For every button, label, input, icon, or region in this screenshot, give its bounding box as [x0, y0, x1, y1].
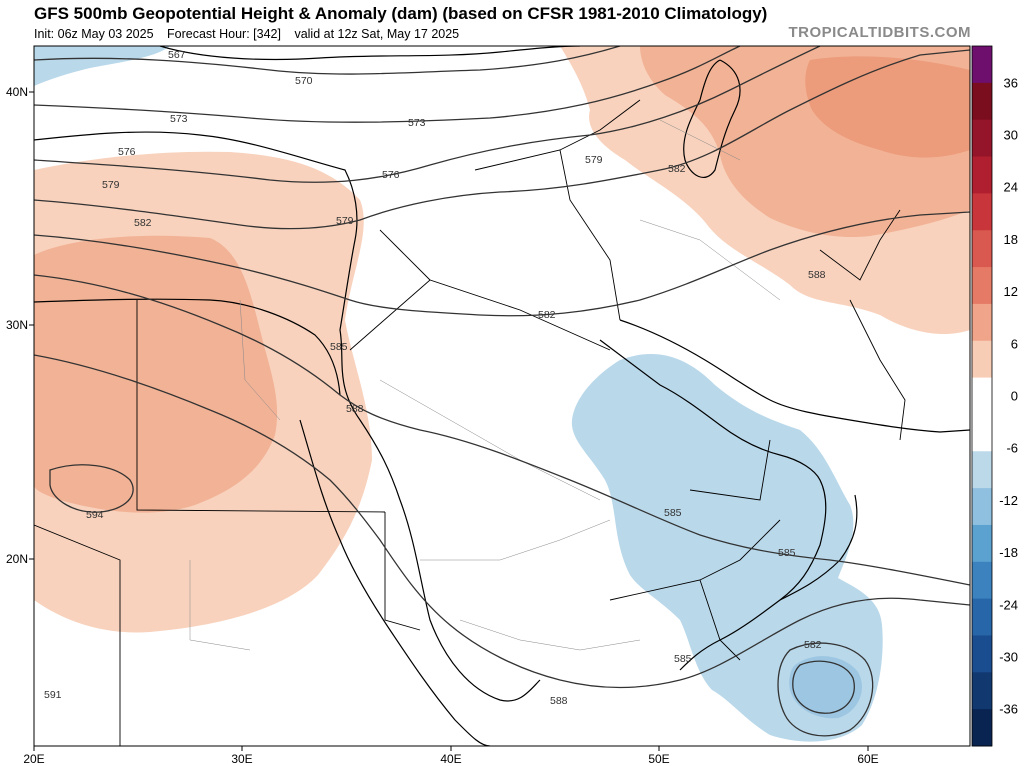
colorbar-label: -6: [1006, 441, 1018, 456]
coastlines: [34, 46, 970, 746]
colorbar-label: 18: [1004, 232, 1018, 247]
contour-label: 579: [336, 215, 354, 227]
colorbar-segment: [972, 524, 992, 563]
colorbar-frame: [971, 45, 993, 747]
colorbar-segment: [972, 561, 992, 600]
contour-label: 588: [808, 269, 826, 281]
contour-label: 582: [538, 309, 556, 321]
colorbar-label: -36: [999, 702, 1018, 717]
colorbar-label: -30: [999, 649, 1018, 664]
colorbar-segment: [972, 267, 992, 305]
lat-tick-label: 30N: [6, 318, 28, 332]
page-title: GFS 500mb Geopotential Height & Anomaly …: [34, 4, 768, 23]
colorbar-segment: [972, 709, 992, 747]
longitude-axis: 20E 30E 40E 50E 60E: [23, 746, 879, 766]
colorbar-label: -18: [999, 545, 1018, 560]
contour-label: 573: [408, 117, 426, 129]
contour-label: 585: [330, 341, 348, 353]
colorbar-segment: [972, 635, 992, 673]
colorbar-segment: [972, 82, 992, 121]
contour-label: 570: [295, 75, 313, 87]
contour-label: 576: [118, 146, 136, 158]
contour-label: 585: [674, 653, 692, 665]
latitude-axis: 40N 30N 20N: [6, 85, 34, 566]
contour-label: 582: [134, 217, 152, 229]
colorbar-segment: [972, 303, 992, 342]
lon-tick-label: 60E: [857, 752, 878, 766]
colorbar-segment: [972, 377, 992, 415]
contour-label: 594: [86, 509, 104, 521]
negative-anomaly-north: [34, 46, 170, 86]
run-info: Init: 06z May 03 2025 Forecast Hour: [34…: [34, 27, 469, 41]
colorbar-segment: [972, 414, 992, 452]
contour-label: 576: [382, 169, 400, 181]
admin-lines: [189, 119, 781, 651]
colorbar-segment: [972, 451, 992, 489]
lon-tick-label: 50E: [648, 752, 669, 766]
contour-label: 588: [346, 403, 364, 415]
colorbar-segment: [972, 119, 992, 158]
height-contours: [34, 46, 970, 737]
contour-label: 591: [44, 689, 62, 701]
colorbar-segment: [972, 46, 992, 84]
colorbar-segment: [972, 672, 992, 710]
valid-time: valid at 12z Sat, May 17 2025: [294, 27, 460, 41]
contour-label: 582: [804, 639, 822, 651]
contour-label: 579: [102, 179, 120, 191]
colorbar-segment: [972, 340, 992, 379]
lat-tick-label: 40N: [6, 85, 28, 99]
positive-anomaly-west-core: [34, 235, 278, 513]
contour-label: 567: [168, 49, 186, 61]
lon-tick-label: 40E: [440, 752, 461, 766]
colorbar-label: -24: [999, 597, 1018, 612]
init-time: Init: 06z May 03 2025: [34, 27, 154, 41]
colorbar-label: 12: [1004, 284, 1018, 299]
contour-label: 579: [585, 154, 603, 166]
colorbar-segment: [972, 598, 992, 636]
contour-label: 573: [170, 113, 188, 125]
colorbar: 36 30 24 18 12 6 0 -6 -12 -18 -24 -30 -36: [971, 45, 1018, 747]
colorbar-label: -12: [999, 493, 1018, 508]
colorbar-label: 0: [1011, 389, 1018, 404]
colorbar-label: 24: [1004, 180, 1018, 195]
colorbar-label: 30: [1004, 128, 1018, 143]
colorbar-label: 6: [1011, 336, 1018, 351]
colorbar-segment: [972, 488, 992, 526]
colorbar-segment: [972, 230, 992, 268]
colorbar-label: 36: [1004, 75, 1018, 90]
lon-tick-label: 20E: [23, 752, 44, 766]
country-borders: [34, 99, 906, 746]
lon-tick-label: 30E: [231, 752, 252, 766]
brand-watermark: TROPICALTIDBITS.COM: [788, 24, 971, 41]
contour-label: 585: [778, 547, 796, 559]
colorbar-segment: [972, 156, 992, 194]
lat-tick-label: 20N: [6, 552, 28, 566]
map-frame: [33, 45, 971, 747]
contour-label: 588: [550, 695, 568, 707]
forecast-hour: Forecast Hour: [342]: [167, 27, 281, 41]
map-layers: 567 570 573 573 576 576 579 579 579 582 …: [34, 46, 970, 746]
colorbar-segment: [972, 193, 992, 231]
contour-label: 585: [664, 507, 682, 519]
contour-label: 582: [668, 163, 686, 175]
contour-label-layer: 567 570 573 573 576 576 579 579 579 582 …: [44, 49, 826, 707]
positive-anomaly-east-core: [805, 56, 970, 158]
negative-anomaly-core: [789, 656, 862, 719]
